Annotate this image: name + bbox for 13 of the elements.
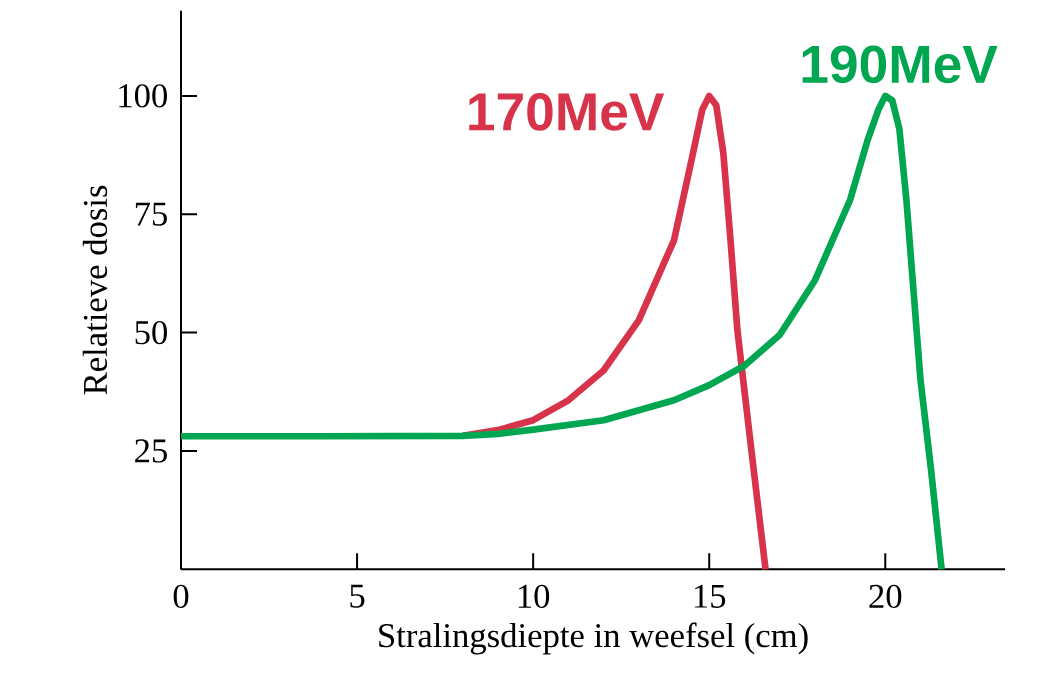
y-tick-label: 25 xyxy=(135,439,167,463)
x-tick-label: 10 xyxy=(518,584,550,609)
y-tick-label: 75 xyxy=(135,202,167,226)
series-label: 170MeV xyxy=(469,93,665,131)
y-tick-label: 100 xyxy=(119,84,167,108)
y-tick-label: 50 xyxy=(135,320,167,345)
x-tick-label: 15 xyxy=(694,584,726,608)
y-axis-title: Relatieve dosis xyxy=(82,185,108,395)
x-tick-label: 5 xyxy=(350,584,365,608)
x-axis-title: Stralingsdiepte in weefsel (cm) xyxy=(379,622,808,655)
series-label: 190MeV xyxy=(802,45,998,84)
x-tick-label: 20 xyxy=(869,584,902,609)
x-tick-label: 0 xyxy=(173,584,189,609)
